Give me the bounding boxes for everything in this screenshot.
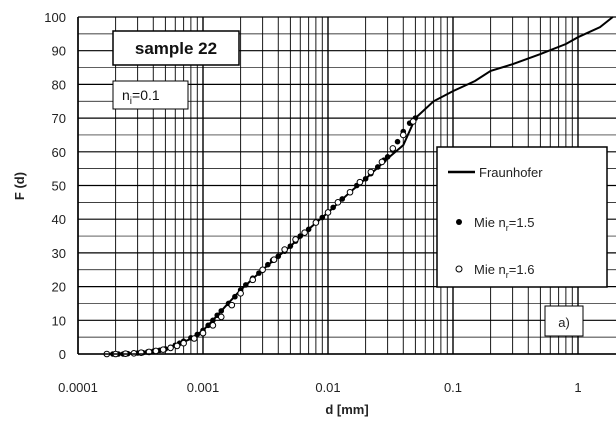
mie-1-5-point bbox=[362, 175, 369, 182]
panel-label-box: a) bbox=[544, 305, 584, 337]
mie-1-6-point bbox=[281, 246, 288, 253]
mie-1-6-point bbox=[249, 276, 257, 284]
mie-1-6-point bbox=[356, 178, 364, 186]
panel-label: a) bbox=[558, 315, 570, 330]
x-tick-labels: 0.0001 0.001 0.01 0.1 1 bbox=[58, 380, 582, 395]
mie-1-6-point bbox=[180, 339, 187, 347]
mie-1-6-point bbox=[152, 347, 160, 355]
mie-1-5-point bbox=[243, 282, 249, 288]
x-tick-label: 1 bbox=[574, 380, 581, 395]
mie-1-6-point bbox=[190, 335, 198, 342]
mie-1-6-point bbox=[159, 346, 167, 353]
x-tick-label: 0.001 bbox=[187, 380, 220, 395]
mie-1-6-point bbox=[270, 256, 278, 263]
x-tick-label: 0.01 bbox=[315, 380, 340, 395]
y-tick-label: 0 bbox=[59, 347, 66, 362]
legend-mie15-suffix: =1.5 bbox=[509, 215, 535, 230]
mie-1-5-point bbox=[374, 164, 381, 170]
mie-1-6-point bbox=[312, 219, 320, 226]
mie-1-6-point bbox=[324, 209, 332, 216]
y-tick-label: 80 bbox=[52, 77, 66, 92]
mie-1-6-point bbox=[378, 158, 386, 166]
mie-1-5-point bbox=[275, 253, 282, 260]
mie-1-5-point bbox=[330, 204, 336, 211]
legend-open-marker bbox=[455, 265, 463, 273]
mie-1-5-point bbox=[394, 138, 401, 145]
mie-1-6-point bbox=[399, 131, 407, 139]
param-annotation: ni=0.1 bbox=[112, 80, 189, 110]
y-tick-label: 70 bbox=[52, 111, 66, 126]
sample-annotation: sample 22 bbox=[112, 30, 240, 66]
y-tick-label: 60 bbox=[52, 145, 66, 160]
mie-1-6-point bbox=[217, 313, 225, 321]
legend-filled-marker bbox=[456, 219, 462, 225]
legend-mie15-name: Mie n bbox=[474, 215, 506, 230]
mie-1-5-point bbox=[287, 243, 294, 249]
y-tick-labels: 0 10 20 30 40 50 60 70 80 90 100 bbox=[44, 10, 66, 362]
mie-1-5-point bbox=[210, 317, 216, 324]
mie-1-5-point bbox=[384, 154, 391, 160]
mie-1-6-point bbox=[367, 168, 375, 176]
mie-1-6-point bbox=[259, 266, 266, 274]
param-label-value: =0.1 bbox=[132, 87, 160, 103]
y-tick-label: 30 bbox=[52, 246, 66, 261]
mie-1-5-point bbox=[265, 261, 271, 268]
mie-1-5-point bbox=[205, 322, 211, 329]
mie-1-6-point bbox=[237, 290, 244, 297]
mie-1-5-point bbox=[319, 214, 326, 221]
mie-1-6-point bbox=[292, 236, 299, 243]
mie-1-5-point bbox=[297, 233, 304, 239]
mie-1-5-point bbox=[218, 308, 225, 314]
y-tick-label: 50 bbox=[52, 179, 66, 194]
mie-1-6-point bbox=[389, 145, 397, 152]
y-tick-label: 40 bbox=[52, 212, 66, 227]
legend-label-mie-1-6: Mie nr=1.6 bbox=[474, 262, 534, 280]
param-label: ni=0.1 bbox=[122, 87, 160, 107]
legend-entry-mie-1-6: Mie nr=1.6 bbox=[455, 262, 534, 280]
legend-mie15-sub: r bbox=[506, 223, 509, 233]
y-tick-label: 20 bbox=[52, 280, 66, 295]
legend-entry-fraunhofer: Fraunhofer bbox=[448, 165, 543, 180]
x-tick-label: 0.1 bbox=[444, 380, 462, 395]
legend-box bbox=[436, 146, 608, 288]
legend-mie16-sub: r bbox=[506, 270, 509, 280]
mie-1-5-point bbox=[232, 293, 238, 300]
mie-1-6-point bbox=[167, 344, 174, 352]
legend-label-mie-1-5: Mie nr=1.5 bbox=[474, 215, 534, 233]
y-tick-label: 100 bbox=[44, 10, 66, 25]
mie-1-6-point bbox=[199, 329, 207, 337]
legend: Fraunhofer Mie nr=1.5 Mie nr=1.6 bbox=[436, 146, 608, 288]
param-label-main: n bbox=[122, 87, 130, 103]
y-tick-label: 90 bbox=[52, 44, 66, 59]
mie-1-6-point bbox=[209, 322, 217, 329]
legend-mie16-suffix: =1.6 bbox=[509, 262, 535, 277]
mie-1-6-point bbox=[346, 188, 354, 196]
mie-1-6-point bbox=[334, 199, 342, 206]
mie-1-6-point bbox=[409, 118, 417, 125]
mie-1-6-point bbox=[228, 301, 236, 309]
y-tick-label: 10 bbox=[52, 313, 66, 328]
y-axis-title: F (d) bbox=[12, 172, 27, 200]
mie-1-6-point bbox=[173, 342, 181, 350]
legend-entry-mie-1-5: Mie nr=1.5 bbox=[456, 215, 534, 233]
mie-1-6-point bbox=[301, 229, 308, 236]
x-tick-label: 0.0001 bbox=[58, 380, 98, 395]
legend-mie16-name: Mie n bbox=[474, 262, 506, 277]
mie-1-5-point bbox=[339, 196, 346, 202]
param-label-sub: i bbox=[130, 96, 132, 107]
x-axis-title: d [mm] bbox=[325, 402, 368, 417]
legend-label-fraunhofer: Fraunhofer bbox=[479, 165, 543, 180]
sample-label: sample 22 bbox=[135, 39, 217, 58]
